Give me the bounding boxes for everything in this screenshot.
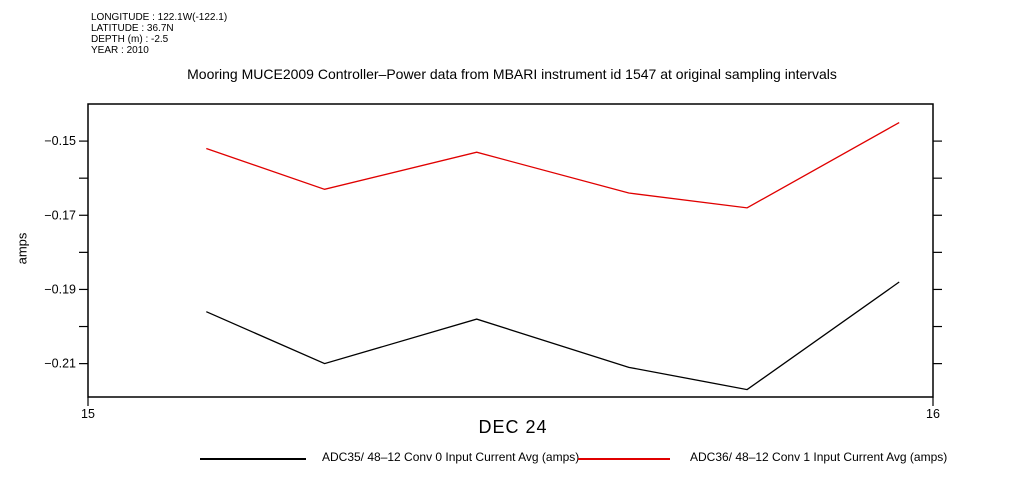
series-line-adc36 <box>206 121 900 209</box>
series-line-adc35 <box>206 281 900 391</box>
meta-longitude: LONGITUDE : 122.1W(-122.1) <box>91 12 228 23</box>
y-tick-label: −0.21 <box>44 357 76 371</box>
y-tick-label: −0.19 <box>44 282 76 296</box>
x-tick-label: 15 <box>81 407 95 421</box>
meta-depth: DEPTH (m) : -2.5 <box>91 34 169 45</box>
legend-line-sample-adc35 <box>200 458 306 460</box>
legend-label-adc35: ADC35/ 48–12 Conv 0 Input Current Avg (a… <box>322 450 580 464</box>
y-tick-label: −0.17 <box>44 208 76 222</box>
meta-latitude: LATITUDE : 36.7N <box>91 23 174 34</box>
metadata-block: LONGITUDE : 122.1W(-122.1) LATITUDE : 36… <box>91 12 227 56</box>
x-axis-label: DEC 24 <box>478 417 548 437</box>
meta-year: YEAR : 2010 <box>91 45 149 56</box>
chart-title: Mooring MUCE2009 Controller–Power data f… <box>187 66 837 82</box>
y-tick-label: −0.15 <box>44 134 76 148</box>
legend-label-adc36: ADC36/ 48–12 Conv 1 Input Current Avg (a… <box>690 450 948 464</box>
plot-border <box>87 103 934 398</box>
y-axis-label: amps <box>14 232 30 265</box>
x-tick-label: 16 <box>926 407 940 421</box>
legend-line-sample-adc36 <box>578 458 670 460</box>
